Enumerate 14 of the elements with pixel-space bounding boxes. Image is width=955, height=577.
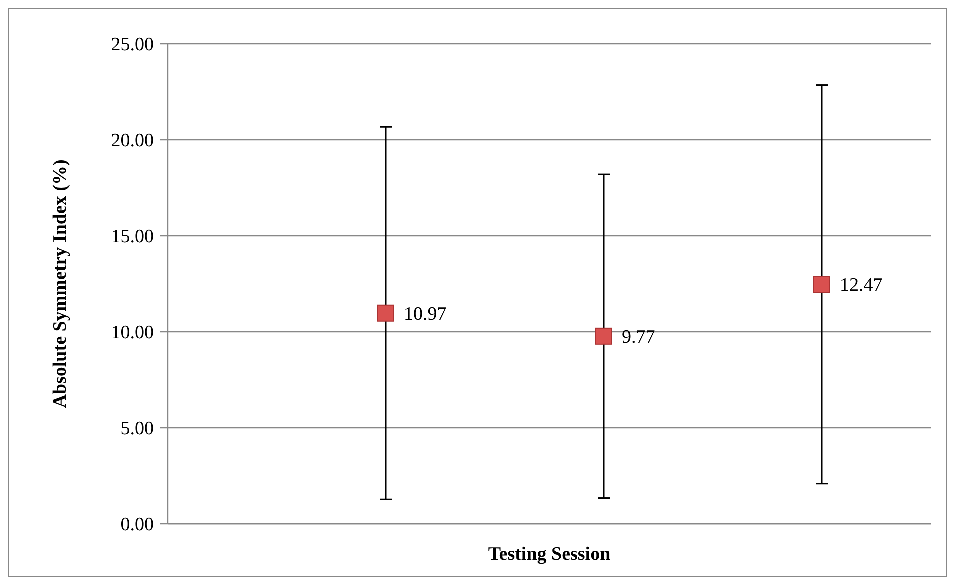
point [378, 304, 394, 322]
y-tick-label: 10.00 [111, 322, 154, 344]
point [814, 276, 830, 294]
x-axis-title: Testing Session [488, 544, 612, 565]
y-tick-label: 0.00 [120, 514, 154, 536]
data-label: 9.77 [622, 327, 656, 348]
y-axis-title: Absolute Symmetry Index (%) [50, 160, 71, 408]
point [596, 328, 612, 345]
data-label: 10.97 [404, 304, 447, 326]
data-label: 12.47 [840, 275, 883, 296]
y-tick-label: 5.00 [120, 418, 154, 440]
y-tick-label: 15.00 [111, 226, 154, 248]
y-tick-label: 25.00 [111, 34, 154, 56]
y-tick-label: 20.00 [111, 130, 154, 152]
